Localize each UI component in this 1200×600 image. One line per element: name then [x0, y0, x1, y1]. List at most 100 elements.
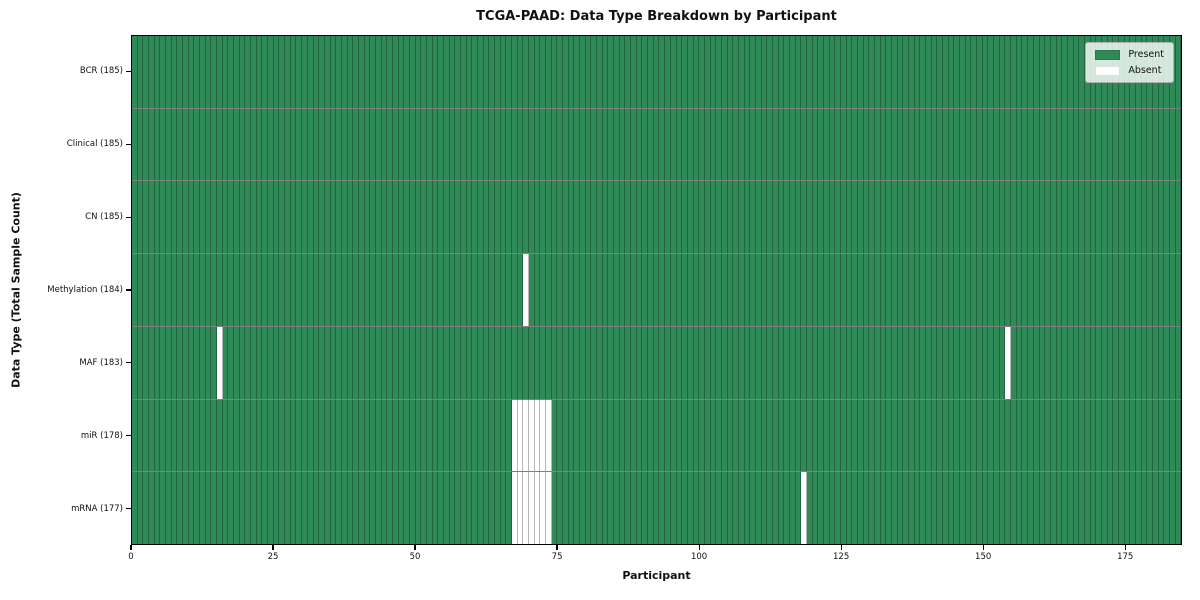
heatmap-cell [897, 36, 904, 108]
heatmap-cell [1056, 36, 1063, 108]
heatmap-cell [483, 326, 490, 399]
heatmap-cell [290, 254, 297, 326]
heatmap-cell [205, 399, 212, 472]
heatmap-cell [682, 399, 688, 472]
heatmap-cell [665, 399, 671, 472]
heatmap-cell [563, 326, 569, 399]
heatmap-cell [171, 36, 178, 108]
x-tick-label: 75 [551, 552, 563, 562]
heatmap-cell [557, 181, 564, 254]
heatmap-cell [200, 399, 206, 472]
heatmap-cell [727, 254, 734, 326]
heatmap-cell [858, 181, 864, 254]
heatmap-cell [818, 326, 824, 399]
heatmap-cell [988, 472, 995, 545]
heatmap-cell [682, 108, 688, 181]
heatmap-cell [171, 254, 178, 326]
heatmap-cell [767, 254, 773, 326]
heatmap-cell [852, 326, 858, 399]
heatmap-cell [801, 36, 807, 108]
heatmap-row-bcr [132, 36, 1182, 109]
heatmap-cell [999, 108, 1006, 181]
heatmap-cell [1062, 181, 1068, 254]
heatmap-cell [143, 399, 150, 472]
heatmap-cell [1067, 326, 1074, 399]
heatmap-cell [1062, 108, 1068, 181]
heatmap-cell [415, 181, 422, 254]
heatmap-cell [279, 181, 286, 254]
heatmap-cell [744, 254, 751, 326]
heatmap-cell [1033, 108, 1040, 181]
heatmap-cell [132, 108, 138, 181]
heatmap-cell [563, 108, 569, 181]
heatmap-cell [699, 472, 705, 545]
heatmap-cell [1056, 326, 1063, 399]
heatmap-cell [704, 108, 711, 181]
heatmap-cell [353, 399, 359, 472]
heatmap-cell [415, 399, 422, 472]
heatmap-cell [1147, 326, 1153, 399]
heatmap-cell [353, 181, 359, 254]
heatmap-cell [171, 108, 178, 181]
heatmap-cell [886, 108, 893, 181]
heatmap-cell [1045, 326, 1051, 399]
heatmap-cell [1175, 399, 1182, 472]
heatmap-cell [869, 254, 876, 326]
heatmap-cell [534, 108, 541, 181]
heatmap-cell [512, 254, 518, 326]
heatmap-cell [336, 36, 342, 108]
heatmap-cell [585, 472, 592, 545]
heatmap-cell [999, 399, 1006, 472]
heatmap-cell [177, 181, 184, 254]
heatmap-cell [217, 108, 223, 181]
heatmap-cell [733, 472, 739, 545]
heatmap-cell [290, 108, 297, 181]
heatmap-cell [761, 181, 768, 254]
heatmap-cell [381, 326, 388, 399]
heatmap-cell [1073, 36, 1080, 108]
heatmap-cell [971, 108, 978, 181]
heatmap-cell [546, 472, 552, 545]
heatmap-cell [256, 326, 263, 399]
heatmap-cell [319, 472, 325, 545]
heatmap-cell [863, 108, 870, 181]
heatmap-cell [665, 181, 671, 254]
heatmap-cell [222, 399, 229, 472]
heatmap-cell [614, 399, 620, 472]
heatmap-cell [1079, 399, 1085, 472]
heatmap-cell [1067, 254, 1074, 326]
heatmap-cell [676, 399, 683, 472]
heatmap-row-mir [132, 399, 1182, 473]
x-tick-mark [982, 545, 984, 550]
heatmap-cell [682, 472, 688, 545]
heatmap-cell [279, 399, 286, 472]
heatmap-row-methylation [132, 254, 1182, 327]
heatmap-cell [1039, 108, 1046, 181]
heatmap-cell [285, 36, 291, 108]
heatmap-cell [1135, 108, 1142, 181]
heatmap-cell [1118, 254, 1125, 326]
heatmap-cell [268, 181, 274, 254]
heatmap-cell [648, 108, 654, 181]
heatmap-cell [375, 181, 382, 254]
heatmap-cell [880, 326, 887, 399]
heatmap-cell [1062, 36, 1068, 108]
heatmap-cell [721, 326, 728, 399]
x-tick-label: 0 [128, 552, 134, 562]
heatmap-cell [1130, 399, 1136, 472]
heatmap-cell [330, 181, 337, 254]
heatmap-cell [642, 326, 649, 399]
heatmap-cell [943, 399, 949, 472]
heatmap-cell [307, 36, 314, 108]
heatmap-cell [540, 254, 547, 326]
heatmap-cell [574, 326, 581, 399]
heatmap-cell [1118, 181, 1125, 254]
heatmap-cell [234, 254, 240, 326]
heatmap-cell [183, 326, 189, 399]
heatmap-cell [421, 326, 427, 399]
heatmap-cell [251, 36, 257, 108]
heatmap-cell [670, 326, 677, 399]
heatmap-cell [727, 326, 734, 399]
heatmap-cell [750, 399, 756, 472]
heatmap-cell [602, 399, 609, 472]
